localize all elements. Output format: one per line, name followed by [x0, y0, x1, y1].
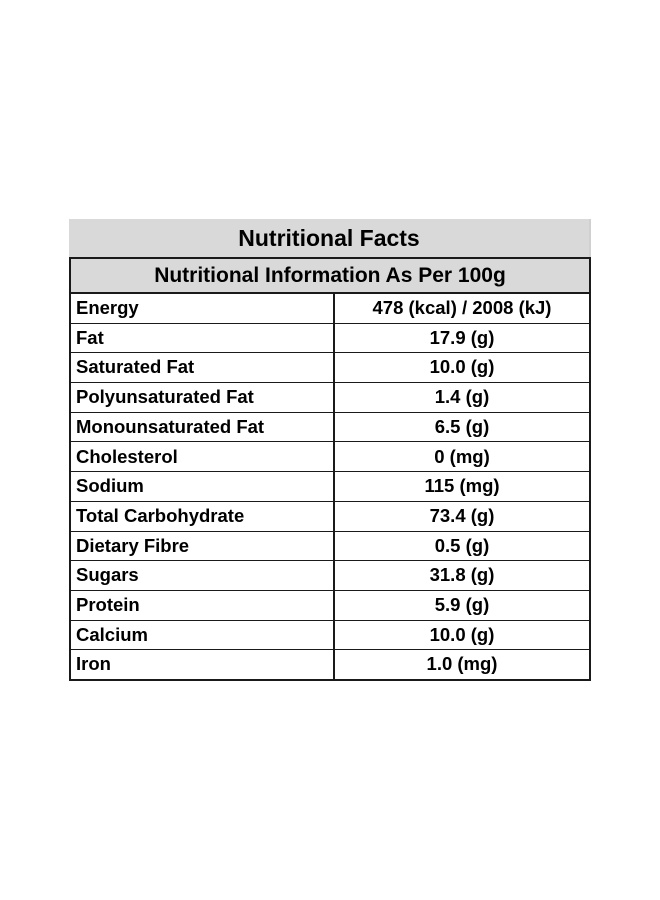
table-row: Sugars 31.8 (g) [70, 560, 590, 591]
table-subtitle: Nutritional Information As Per 100g [69, 257, 591, 293]
nutrient-name: Energy [70, 293, 335, 324]
nutrient-name: Fat [70, 322, 335, 353]
table-title: Nutritional Facts [69, 219, 591, 257]
nutrient-name: Total Carbohydrate [70, 500, 335, 531]
nutrient-value: 0 (mg) [334, 441, 590, 472]
table-row: Protein 5.9 (g) [70, 589, 590, 621]
table-row: Calcium 10.0 (g) [70, 619, 590, 650]
nutrient-value: 6.5 (g) [334, 411, 590, 442]
nutrient-name: Sodium [70, 471, 335, 502]
nutrient-name: Cholesterol [70, 441, 335, 472]
nutrient-name: Sugars [70, 560, 335, 591]
table-row: Total Carbohydrate 73.4 (g) [70, 500, 590, 531]
table-row: Energy 478 (kcal) / 2008 (kJ) [70, 293, 590, 324]
nutrient-name: Protein [70, 589, 335, 621]
nutrient-value: 0.5 (g) [334, 530, 590, 561]
table-row: Fat 17.9 (g) [70, 322, 590, 353]
nutrient-name: Dietary Fibre [70, 530, 335, 561]
nutrient-value: 10.0 (g) [334, 352, 590, 383]
table-row: Saturated Fat 10.0 (g) [70, 352, 590, 383]
nutrient-value: 115 (mg) [334, 471, 590, 502]
table-row: Polyunsaturated Fat 1.4 (g) [70, 382, 590, 413]
table-row: Dietary Fibre 0.5 (g) [70, 530, 590, 561]
nutrient-value: 10.0 (g) [334, 619, 590, 650]
nutrient-value: 5.9 (g) [334, 589, 590, 621]
nutrient-value: 31.8 (g) [334, 560, 590, 591]
nutrient-rows: Energy 478 (kcal) / 2008 (kJ) Fat 17.9 (… [69, 293, 591, 681]
table-row: Cholesterol 0 (mg) [70, 441, 590, 472]
nutrition-facts-table: Nutritional Facts Nutritional Informatio… [69, 219, 591, 681]
nutrient-name: Saturated Fat [70, 352, 335, 383]
nutrient-name: Monounsaturated Fat [70, 411, 335, 442]
nutrient-value: 478 (kcal) / 2008 (kJ) [334, 293, 590, 324]
nutrient-name: Polyunsaturated Fat [70, 382, 335, 413]
nutrient-name: Iron [70, 649, 335, 680]
table-row: Sodium 115 (mg) [70, 471, 590, 502]
nutrient-value: 1.4 (g) [334, 382, 590, 413]
table-row: Monounsaturated Fat 6.5 (g) [70, 411, 590, 442]
nutrient-value: 73.4 (g) [334, 500, 590, 531]
nutrient-name: Calcium [70, 619, 335, 650]
nutrient-value: 1.0 (mg) [334, 649, 590, 680]
table-row: Iron 1.0 (mg) [70, 649, 590, 680]
nutrient-value: 17.9 (g) [334, 322, 590, 353]
